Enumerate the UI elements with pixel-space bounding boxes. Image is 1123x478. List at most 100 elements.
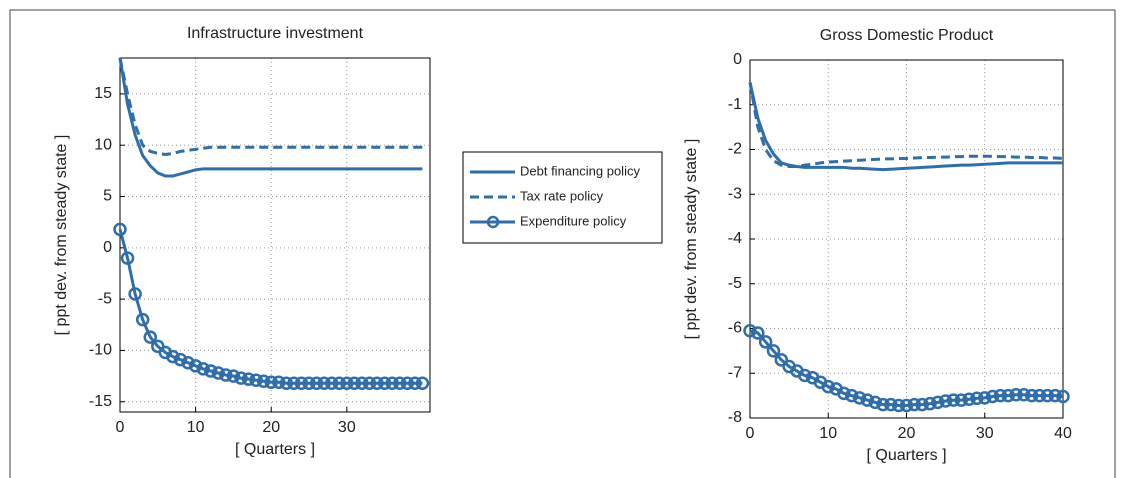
marker <box>143 330 157 344</box>
marker <box>844 388 859 403</box>
marker <box>821 379 835 394</box>
marker <box>1048 388 1062 403</box>
marker <box>860 393 875 407</box>
series-line <box>118 57 423 156</box>
legend-label: Tax rate policy <box>520 188 604 203</box>
marker <box>113 222 127 237</box>
marker <box>362 376 377 391</box>
marker <box>264 375 278 389</box>
marker <box>408 376 422 391</box>
marker <box>166 349 180 364</box>
chart-title: Gross Domestic Product <box>820 27 994 44</box>
y-axis-label: [ ppt dev. from steady state ] <box>53 135 70 336</box>
marker <box>279 376 294 391</box>
marker <box>173 352 188 367</box>
x-tick-label: 0 <box>116 419 125 436</box>
marker <box>1024 388 1039 403</box>
marker <box>272 375 286 389</box>
marker <box>181 355 195 370</box>
marker <box>954 393 969 407</box>
marker <box>377 376 392 391</box>
marker <box>128 287 142 301</box>
y-tick-label: -4 <box>728 230 742 247</box>
marker <box>241 372 256 386</box>
marker <box>340 376 354 391</box>
marker <box>393 376 407 391</box>
marker <box>135 312 150 327</box>
x-tick-label: 30 <box>976 425 994 442</box>
marker <box>970 391 984 406</box>
marker <box>294 376 309 391</box>
marker <box>852 391 867 405</box>
y-tick-label: -10 <box>89 342 112 359</box>
marker <box>751 326 765 340</box>
x-tick-label: 20 <box>262 419 280 436</box>
marker <box>774 353 789 367</box>
y-tick-label: 10 <box>94 136 112 153</box>
plot-area <box>749 59 1064 419</box>
y-tick-label: -15 <box>89 393 112 410</box>
marker <box>868 395 882 410</box>
marker <box>798 368 812 383</box>
marker <box>946 393 961 407</box>
x-axis-label: [ Quarters ] <box>235 441 315 458</box>
y-tick-label: -5 <box>728 275 742 292</box>
marker <box>876 397 890 412</box>
x-tick-label: 10 <box>819 425 837 442</box>
marker <box>188 359 203 373</box>
marker <box>347 376 362 391</box>
marker <box>400 376 415 391</box>
y-tick-label: -6 <box>728 320 742 337</box>
x-axis-label: [ Quarters ] <box>866 447 946 464</box>
legend-marker <box>486 215 500 229</box>
legend-label: Debt financing policy <box>520 163 640 178</box>
marker <box>317 376 331 391</box>
y-tick-label: -1 <box>728 96 742 113</box>
marker <box>938 394 953 408</box>
marker <box>993 388 1008 403</box>
x-tick-label: 30 <box>338 419 356 436</box>
marker <box>219 368 233 382</box>
marker <box>249 373 263 387</box>
marker <box>234 371 248 385</box>
x-tick-label: 10 <box>187 419 205 436</box>
y-tick-label: -2 <box>728 141 742 158</box>
y-axis-label: [ ppt dev. from steady state ] <box>683 139 700 340</box>
marker <box>962 392 976 406</box>
legend-box <box>462 151 663 244</box>
x-tick-label: 0 <box>746 425 755 442</box>
marker <box>907 397 922 412</box>
legend-label: Expenditure policy <box>520 213 627 228</box>
y-tick-label: 0 <box>103 239 112 256</box>
y-tick-label: 15 <box>94 85 112 102</box>
y-tick-label: 5 <box>103 188 112 205</box>
series-line <box>118 57 423 178</box>
x-tick-label: 20 <box>898 425 916 442</box>
series-line <box>748 82 1064 168</box>
marker <box>256 374 271 388</box>
frame <box>9 9 1116 478</box>
marker <box>226 369 241 383</box>
marker <box>923 396 937 411</box>
marker <box>837 386 851 401</box>
marker <box>370 376 384 391</box>
marker <box>1056 389 1070 404</box>
marker <box>120 251 135 265</box>
marker <box>355 376 369 391</box>
y-tick-label: -8 <box>728 409 742 426</box>
marker <box>1040 388 1055 403</box>
y-tick-label: 0 <box>733 51 742 68</box>
marker <box>203 364 218 378</box>
marker <box>758 335 773 349</box>
y-tick-label: -5 <box>98 290 112 307</box>
marker <box>196 362 210 376</box>
marker <box>743 323 757 338</box>
marker <box>415 376 430 391</box>
chart-title: Infrastructure investment <box>187 25 364 42</box>
marker <box>931 395 945 410</box>
marker <box>332 376 347 391</box>
marker <box>1009 387 1023 402</box>
marker <box>1017 387 1031 402</box>
marker <box>1032 388 1047 403</box>
